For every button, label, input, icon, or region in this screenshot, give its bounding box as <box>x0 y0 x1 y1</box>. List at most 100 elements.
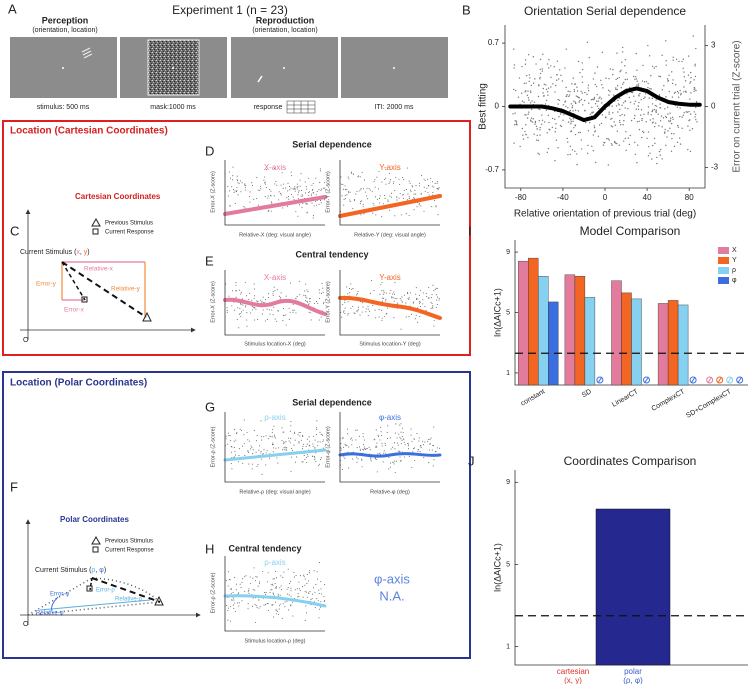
scatter-dot <box>269 592 271 594</box>
scatter-dot <box>376 471 378 473</box>
scatter-dot <box>344 312 346 314</box>
scatter-dot <box>275 613 277 615</box>
panel-label: H <box>205 541 214 556</box>
scatter-dot <box>278 447 280 449</box>
scatter-dot <box>252 597 254 599</box>
scatter-dot <box>636 161 638 164</box>
scatter-dot <box>356 311 358 313</box>
scatter-dot <box>341 195 343 197</box>
scatter-dot <box>242 462 244 464</box>
scatter-dot <box>267 609 269 612</box>
scatter-dot <box>393 291 395 293</box>
scatter-dot <box>648 145 650 148</box>
scatter-dot <box>348 446 350 448</box>
scatter-dot <box>413 438 415 440</box>
scatter-dot <box>427 191 429 193</box>
scatter-dot <box>654 104 656 107</box>
scatter-dot <box>241 445 244 447</box>
scatter-dot <box>293 444 295 446</box>
scatter-dot <box>517 96 520 98</box>
scatter-dot <box>528 99 530 101</box>
scatter-dot <box>252 588 254 591</box>
scatter-dot <box>263 179 265 181</box>
scatter-dot <box>372 304 374 307</box>
scatter-dot <box>358 435 360 437</box>
scatter-dot <box>302 435 304 438</box>
x-label: Stimulus location-Y (deg) <box>359 341 421 347</box>
x-tick-label: LinearCT <box>611 388 640 409</box>
scatter-dot <box>235 290 238 292</box>
scatter-dot <box>622 124 624 126</box>
scatter-dot <box>365 195 368 197</box>
scatter-dot <box>288 307 290 309</box>
scatter-dot <box>693 90 695 92</box>
scatter-dot <box>247 450 249 452</box>
scatter-dot <box>244 306 246 308</box>
scatter-dot <box>284 606 286 608</box>
scatter-dot <box>272 444 274 446</box>
scatter-dot <box>543 95 545 97</box>
scatter-dot <box>423 210 425 212</box>
scatter-dot <box>607 164 610 166</box>
scatter-dot <box>268 209 270 211</box>
scatter-dot <box>539 108 541 111</box>
scatter-dot <box>630 119 633 122</box>
scatter-dot <box>672 79 674 81</box>
scatter-dot <box>384 197 386 199</box>
scatter-dot <box>525 133 527 136</box>
scatter-dot <box>282 443 284 445</box>
scatter-dot <box>353 199 356 201</box>
scatter-dot <box>412 451 414 453</box>
scatter-dot <box>349 199 351 201</box>
scatter-dot <box>376 446 378 448</box>
scatter-dot <box>272 429 274 431</box>
scatter-dot <box>408 180 410 182</box>
scatter-dot <box>310 319 312 321</box>
scatter-dot <box>290 437 292 440</box>
scatter-dot <box>244 454 246 457</box>
scatter-dot <box>349 201 351 203</box>
scatter-dot <box>233 456 235 458</box>
scatter-dot <box>693 86 696 89</box>
panel-box <box>2 120 471 356</box>
scatter-dot <box>679 107 681 109</box>
scatter-dot <box>622 102 625 104</box>
scatter-dot <box>555 84 557 87</box>
scatter-dot <box>345 444 347 446</box>
x-tick-label: SD+ComplexCT <box>685 388 733 420</box>
scatter-dot <box>536 134 538 137</box>
scatter-dot <box>418 204 420 206</box>
scatter-dot <box>372 202 374 204</box>
scatter-dot <box>274 290 276 292</box>
scatter-dot <box>305 300 307 302</box>
scatter-dot <box>284 601 286 603</box>
scatter-dot <box>658 94 661 97</box>
scatter-dot <box>342 188 344 190</box>
scatter-dot <box>570 120 572 123</box>
scatter-dot <box>438 447 441 449</box>
scatter-dot <box>427 178 429 180</box>
scatter-dot <box>677 96 680 98</box>
scatter-dot <box>379 453 381 455</box>
scatter-dot <box>342 437 344 439</box>
scatter-dot <box>323 595 325 598</box>
scatter-dot <box>228 578 230 581</box>
scatter-dot <box>362 436 364 438</box>
scatter-dot <box>667 106 669 108</box>
chart-title: Orientation Serial dependence <box>524 4 686 18</box>
scatter-dot <box>233 607 235 610</box>
scatter-dot <box>579 99 581 102</box>
scatter-dot <box>262 302 264 304</box>
scatter-dot <box>586 93 588 96</box>
scatter-dot <box>367 315 369 317</box>
scatter-dot <box>673 92 676 94</box>
scatter-dot <box>360 187 362 189</box>
scatter-dot <box>647 131 650 133</box>
scatter-dot <box>394 432 396 434</box>
scatter-dot <box>577 60 580 63</box>
scatter-dot <box>362 302 364 304</box>
scatter-dot <box>570 130 572 133</box>
legend-swatch <box>718 247 729 254</box>
scatter-dot <box>245 305 247 307</box>
scatter-dot <box>525 124 527 126</box>
